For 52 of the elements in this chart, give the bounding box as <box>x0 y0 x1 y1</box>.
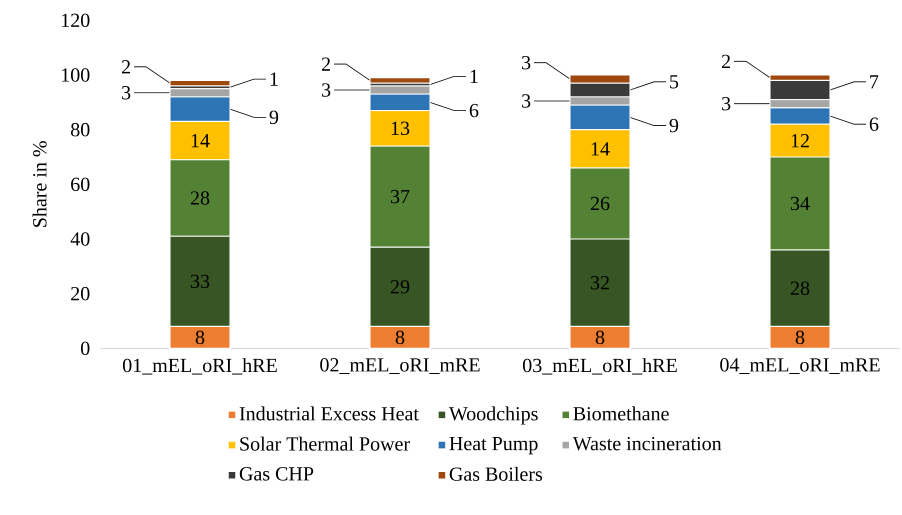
data-label: 34 <box>790 196 810 210</box>
data-label: 2 <box>722 54 730 68</box>
data-label: 2 <box>322 57 330 71</box>
y-tick-label: 100 <box>62 68 90 82</box>
data-label: 26 <box>590 196 610 210</box>
data-label: 32 <box>590 276 609 290</box>
data-label: 7 <box>870 75 878 88</box>
data-label: 6 <box>470 104 478 118</box>
data-label: 3 <box>522 56 530 70</box>
data-label: 3 <box>122 86 130 100</box>
data-label: 3 <box>722 96 730 110</box>
data-label: 37 <box>390 190 410 204</box>
data-label: 1 <box>270 72 278 86</box>
legend-label: Biomethane <box>573 406 669 420</box>
data-label: 8 <box>396 330 404 344</box>
y-tick-label: 80 <box>70 122 90 136</box>
y-tick-label: 40 <box>70 232 90 246</box>
legend-label: Heat Pump <box>450 437 538 454</box>
x-tick-label: 02_mEL_oRI_mRE <box>320 358 480 374</box>
data-label: 3 <box>522 94 530 108</box>
legend-label: Industrial Excess Heat <box>240 406 419 420</box>
y-tick-label: 0 <box>80 342 90 356</box>
data-label: 9 <box>270 110 278 124</box>
data-label: 13 <box>392 122 410 136</box>
data-label: 9 <box>670 118 678 132</box>
data-label: 14 <box>192 134 210 148</box>
legend-label: Woodchips <box>448 406 538 425</box>
data-label: 5 <box>670 75 678 88</box>
data-label: 12 <box>792 134 809 148</box>
data-label: 3 <box>322 83 330 97</box>
y-tick-label: 20 <box>71 286 90 300</box>
y-axis-title: Share in % <box>32 141 47 227</box>
data-label: 8 <box>796 330 804 344</box>
data-label: 33 <box>190 274 210 288</box>
y-tick-label: 120 <box>62 14 90 28</box>
legend-label: Gas Boilers <box>450 466 542 481</box>
legend-label: Waste incineration <box>572 436 722 450</box>
data-label: 1 <box>470 70 478 83</box>
legend-label: Solar Thermal Power <box>240 436 410 451</box>
data-label: 28 <box>790 281 810 295</box>
x-tick-label: 04_mEL_oRI_mRE <box>720 358 880 374</box>
data-label: 8 <box>596 330 604 344</box>
data-label: 14 <box>592 142 610 156</box>
data-label: 6 <box>870 117 878 131</box>
data-label: 8 <box>196 330 204 344</box>
y-tick-label: 60 <box>71 178 90 192</box>
x-tick-label: 01_mEL_oRI_hRE <box>122 358 277 375</box>
legend-label: Gas CHP <box>240 467 314 481</box>
data-label: 28 <box>190 191 210 205</box>
data-label: 2 <box>122 60 130 74</box>
data-label: 29 <box>390 280 410 294</box>
x-tick-label: 03_mEL_oRI_hRE <box>522 358 677 375</box>
